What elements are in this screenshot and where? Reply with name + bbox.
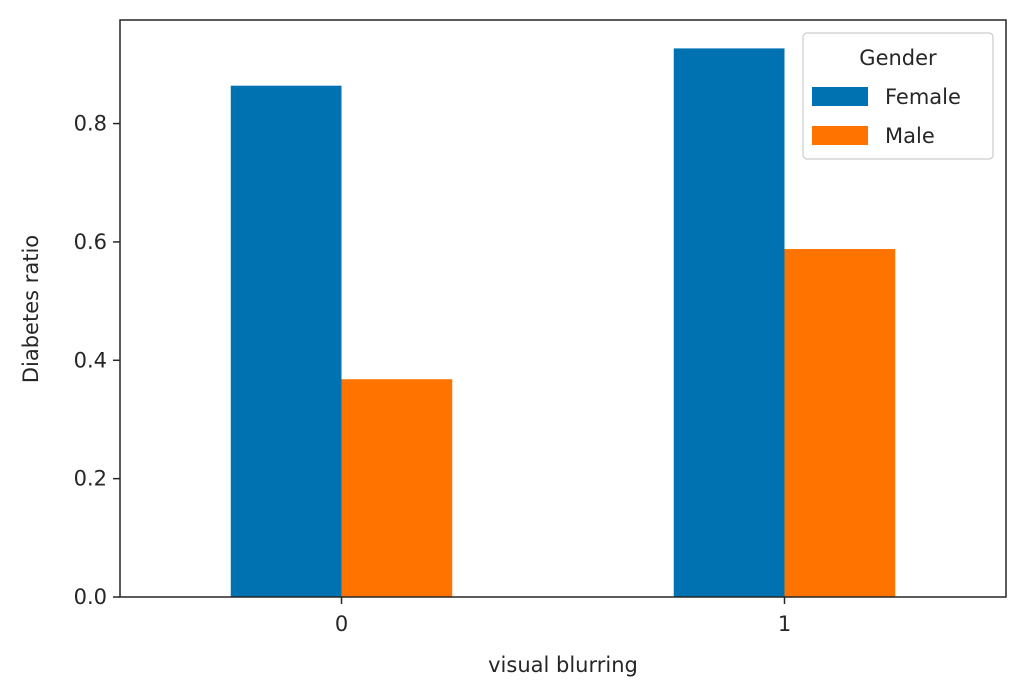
y-tick-label: 0.4 — [74, 348, 107, 372]
bars-group — [230, 48, 896, 598]
y-tick-label: 0.8 — [74, 112, 107, 136]
legend-swatch-female — [812, 87, 868, 106]
bar-female-0 — [230, 85, 342, 597]
x-tick-label: 0 — [335, 612, 348, 636]
y-tick-label: 0.2 — [74, 467, 107, 491]
bar-male-0 — [341, 379, 453, 597]
y-tick-label: 0.0 — [74, 585, 107, 609]
y-axis-label: Diabetes ratio — [19, 235, 43, 383]
legend-swatch-male — [812, 126, 868, 145]
bar-female-1 — [673, 48, 785, 598]
x-axis-label: visual blurring — [488, 653, 638, 677]
legend-title: Gender — [859, 46, 937, 70]
legend-label-male: Male — [885, 124, 935, 148]
plot-frame — [119, 19, 1007, 598]
ticks-group: 0 1 0.0 0.2 0.4 0.6 0.8 — [74, 112, 792, 636]
legend: Gender Female Male — [802, 32, 994, 160]
x-tick-label: 1 — [778, 612, 791, 636]
y-tick-label: 0.6 — [74, 230, 107, 254]
bar-male-1 — [784, 249, 896, 598]
legend-label-female: Female — [885, 85, 961, 109]
